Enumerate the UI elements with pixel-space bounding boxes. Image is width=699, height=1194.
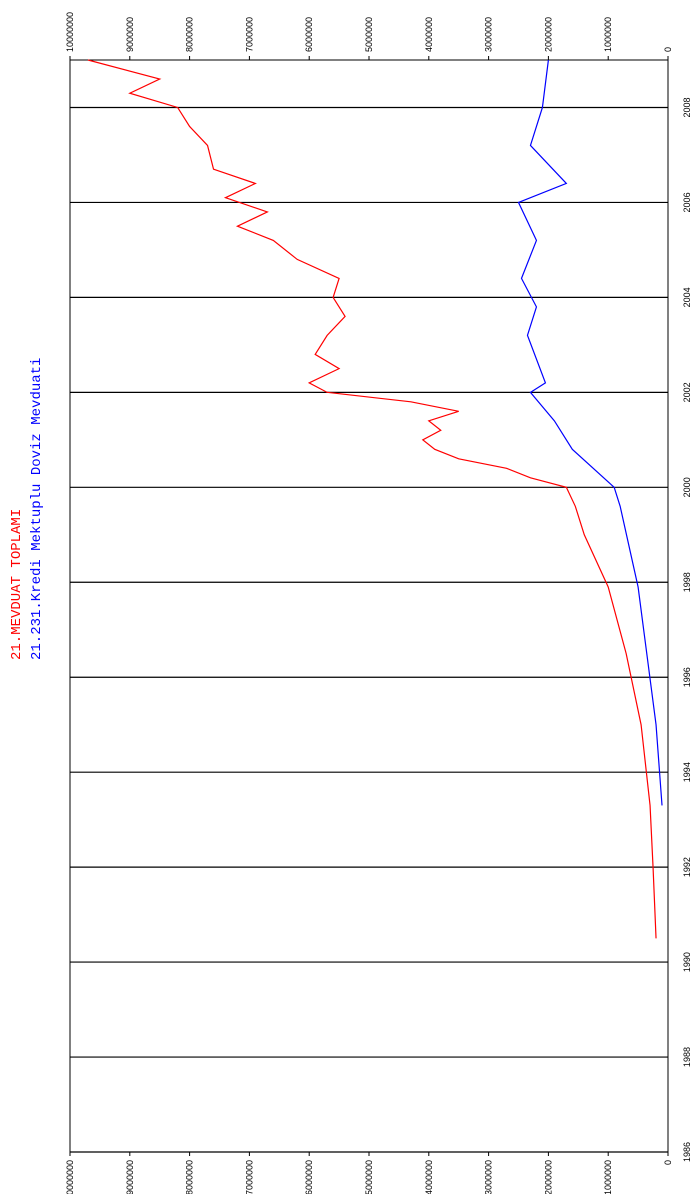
y2-tick-label: 8000000: [185, 17, 195, 52]
x-tick-label: 1994: [682, 762, 692, 782]
x-tick-label: 1988: [682, 1047, 692, 1067]
series-line: [87, 59, 657, 939]
y-tick-label: 5000000: [364, 1160, 374, 1194]
y-tick-label: 7000000: [244, 1160, 254, 1194]
y-tick-label: 2000000: [543, 1160, 553, 1194]
y2-tick-label: 10000000: [65, 12, 75, 52]
y-tick-label: 1000000: [603, 1160, 613, 1194]
x-tick-label: 2000: [682, 477, 692, 497]
legend-label: 21.MEVDUAT TOPLAMI: [9, 509, 25, 660]
x-tick-label: 2004: [682, 287, 692, 307]
y2-tick-label: 6000000: [304, 17, 314, 52]
y2-tick-label: 9000000: [125, 17, 135, 52]
y-tick-label: 3000000: [484, 1160, 494, 1194]
x-tick-label: 1986: [682, 1142, 692, 1162]
y2-tick-label: 2000000: [543, 17, 553, 52]
y2-tick-label: 5000000: [364, 17, 374, 52]
y-tick-label: 8000000: [185, 1160, 195, 1194]
series-line: [517, 59, 663, 806]
y-tick-label: 4000000: [424, 1160, 434, 1194]
y2-tick-label: 0: [663, 47, 673, 52]
x-tick-label: 2008: [682, 97, 692, 117]
x-tick-label: 1990: [682, 952, 692, 972]
y-tick-label: 9000000: [125, 1160, 135, 1194]
legend-label: 21.231.Kredi Mektuplu Doviz Mevduati: [29, 358, 45, 660]
y2-tick-label: 1000000: [603, 17, 613, 52]
y2-tick-label: 7000000: [244, 17, 254, 52]
rotated-chart: 1986 1988 1990 1992 1994 1996 1998 2000 2002 2004…: [9, 12, 692, 1194]
x-tick-label: 1992: [682, 857, 692, 877]
x-tick-label: 2006: [682, 192, 692, 212]
y-tick-label: 0: [663, 1160, 673, 1165]
x-tick-label: 1998: [682, 572, 692, 592]
y-tick-label: 10000000: [65, 1160, 75, 1194]
y2-tick-label: 4000000: [424, 17, 434, 52]
y-tick-label: 6000000: [304, 1160, 314, 1194]
x-tick-label: 2002: [682, 382, 692, 402]
y2-tick-label: 3000000: [484, 17, 494, 52]
x-tick-label: 1996: [682, 667, 692, 687]
